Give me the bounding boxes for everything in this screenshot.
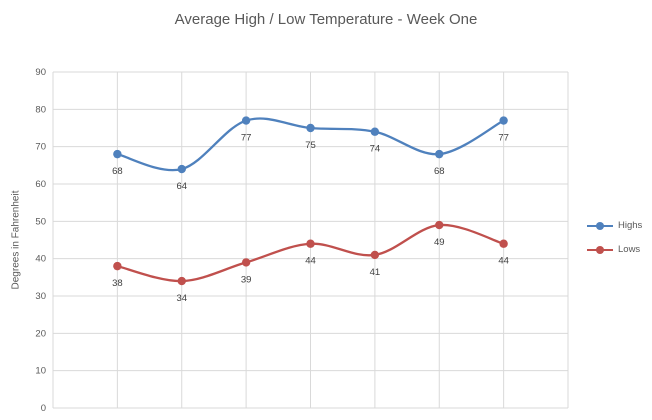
lows-marker	[306, 239, 315, 248]
chart-title: Average High / Low Temperature - Week On…	[174, 11, 478, 28]
legend-item-lows: Lows	[586, 244, 642, 255]
y-tick-label: 50	[35, 216, 46, 227]
y-tick-label: 0	[41, 403, 46, 414]
lows-legend-marker-icon	[587, 245, 613, 254]
lows-marker	[370, 250, 380, 260]
highs-data-label: 68	[112, 166, 123, 177]
highs-marker	[435, 149, 444, 159]
highs-data-label: 77	[498, 133, 509, 144]
y-tick-label: 10	[35, 366, 46, 377]
highs-data-label: 77	[241, 133, 252, 144]
highs-marker	[370, 127, 380, 136]
lows-data-label: 38	[112, 278, 123, 289]
legend-item-highs: Highs	[586, 220, 642, 231]
lows-marker	[435, 220, 444, 230]
highs-marker	[306, 123, 315, 133]
highs-marker	[113, 149, 122, 159]
y-tick-label: 90	[35, 67, 46, 78]
y-tick-label: 70	[35, 142, 46, 153]
lows-marker	[499, 239, 508, 248]
highs-data-label: 74	[370, 144, 381, 155]
highs-data-label: 75	[305, 140, 316, 151]
lows-data-label: 44	[498, 256, 509, 267]
y-tick-label: 80	[35, 104, 46, 115]
lows-data-label: 41	[370, 267, 381, 278]
legend-label-highs: Highs	[618, 219, 643, 231]
y-tick-label: 20	[35, 328, 46, 339]
highs-data-label: 64	[176, 181, 187, 192]
y-tick-label: 40	[35, 254, 46, 265]
highs-legend-marker-icon	[587, 221, 613, 230]
lows-data-label: 39	[241, 274, 252, 285]
highs-marker	[241, 116, 251, 125]
lows-data-label: 34	[176, 293, 187, 304]
highs-data-label: 68	[434, 166, 445, 177]
highs-marker	[499, 116, 508, 125]
lows-marker	[241, 258, 251, 267]
highs-marker	[177, 164, 186, 174]
legend-label-lows: Lows	[618, 243, 641, 255]
lows-data-label: 44	[305, 256, 316, 267]
lows-marker	[177, 276, 186, 286]
lows-marker	[113, 261, 122, 271]
y-tick-label: 60	[35, 179, 46, 190]
lows-data-label: 49	[434, 237, 445, 248]
legend: Highs Lows	[586, 220, 642, 255]
y-tick-label: 30	[35, 291, 46, 302]
